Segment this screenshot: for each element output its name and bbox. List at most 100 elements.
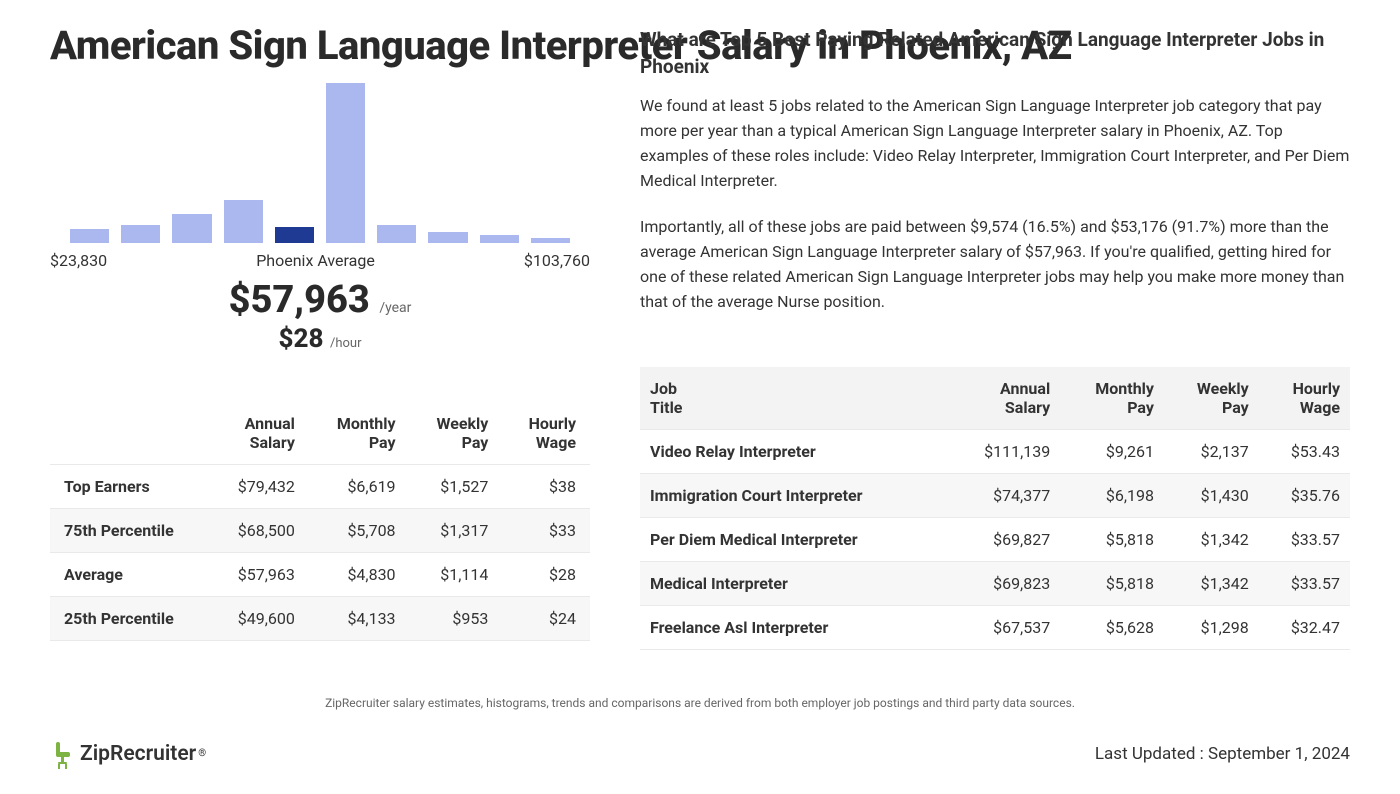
percentile-salary-table: AnnualSalaryMonthlyPayWeeklyPayHourlyWag… <box>50 402 590 641</box>
table-cell: $35.76 <box>1259 473 1350 517</box>
table-cell: $33 <box>502 509 590 553</box>
table-cell: $53.43 <box>1259 429 1350 473</box>
table-cell: $953 <box>410 597 503 641</box>
histogram-bar <box>428 232 467 243</box>
table-cell: 25th Percentile <box>50 597 210 641</box>
table-cell: $28 <box>502 553 590 597</box>
table-cell: $74,377 <box>947 473 1061 517</box>
table-cell: $33.57 <box>1259 561 1350 605</box>
table-cell: $79,432 <box>210 465 309 509</box>
table-cell: $49,600 <box>210 597 309 641</box>
table-cell: $57,963 <box>210 553 309 597</box>
table-row: Medical Interpreter$69,823$5,818$1,342$3… <box>640 561 1350 605</box>
table-header-cell: HourlyWage <box>1259 367 1350 430</box>
table-row: Immigration Court Interpreter$74,377$6,1… <box>640 473 1350 517</box>
histogram-axis: $23,830 Phoenix Average $103,760 <box>50 243 590 270</box>
table-cell: $6,198 <box>1060 473 1164 517</box>
table-cell: $1,430 <box>1164 473 1259 517</box>
axis-mid-label: Phoenix Average <box>107 251 524 270</box>
table-row: Freelance Asl Interpreter$67,537$5,628$1… <box>640 605 1350 649</box>
histogram-bar <box>172 214 211 243</box>
per-year-label: /year <box>379 300 411 316</box>
table-cell: $9,261 <box>1060 429 1164 473</box>
table-header-cell: AnnualSalary <box>210 402 309 465</box>
related-jobs-para1: We found at least 5 jobs related to the … <box>640 94 1350 193</box>
table-cell: $32.47 <box>1259 605 1350 649</box>
table-cell: Freelance Asl Interpreter <box>640 605 947 649</box>
table-header-cell: MonthlyPay <box>309 402 410 465</box>
table-cell: $5,628 <box>1060 605 1164 649</box>
table-header-row: AnnualSalaryMonthlyPayWeeklyPayHourlyWag… <box>50 402 590 465</box>
table-cell: Immigration Court Interpreter <box>640 473 947 517</box>
axis-max-label: $103,760 <box>524 251 590 270</box>
table-cell: $69,827 <box>947 517 1061 561</box>
table-cell: Per Diem Medical Interpreter <box>640 517 947 561</box>
table-cell: $33.57 <box>1259 517 1350 561</box>
left-column: $23,830 Phoenix Average $103,760 $57,963… <box>50 73 590 650</box>
histogram-bar <box>480 235 519 243</box>
average-block: $57,963 /year $28 /hour <box>50 278 590 354</box>
table-header-cell: WeeklyPay <box>410 402 503 465</box>
table-cell: $1,114 <box>410 553 503 597</box>
table-cell: $5,818 <box>1060 561 1164 605</box>
table-row: Top Earners$79,432$6,619$1,527$38 <box>50 465 590 509</box>
avg-annual-value: $57,963 /year <box>50 278 590 322</box>
axis-min-label: $23,830 <box>50 251 107 270</box>
table-row: 25th Percentile$49,600$4,133$953$24 <box>50 597 590 641</box>
brand-logo: ZipRecruiter® <box>50 738 206 770</box>
table-cell: Average <box>50 553 210 597</box>
footer-row: ZipRecruiter® Last Updated : September 1… <box>50 738 1350 794</box>
table-cell: $68,500 <box>210 509 309 553</box>
table-row: Per Diem Medical Interpreter$69,827$5,81… <box>640 517 1350 561</box>
table-cell: Top Earners <box>50 465 210 509</box>
histogram-bar <box>326 83 365 243</box>
last-updated: Last Updated : September 1, 2024 <box>1095 744 1350 764</box>
histogram-bar <box>70 229 109 243</box>
registered-mark: ® <box>198 748 206 759</box>
related-jobs-table: JobTitleAnnualSalaryMonthlyPayWeeklyPayH… <box>640 367 1350 650</box>
table-row: 75th Percentile$68,500$5,708$1,317$33 <box>50 509 590 553</box>
avg-hourly-value: $28 /hour <box>50 324 590 354</box>
right-column: What are Top 5 Best Paying Related Ameri… <box>640 11 1350 650</box>
avg-year-amount: $57,963 <box>229 278 370 322</box>
table-header-cell: MonthlyPay <box>1060 367 1164 430</box>
histogram-bar <box>121 225 160 243</box>
related-jobs-heading: What are Top 5 Best Paying Related Ameri… <box>640 27 1350 80</box>
table-cell: $5,708 <box>309 509 410 553</box>
table-cell: Video Relay Interpreter <box>640 429 947 473</box>
table-cell: $24 <box>502 597 590 641</box>
table-header-cell: WeeklyPay <box>1164 367 1259 430</box>
table-header-cell: HourlyWage <box>502 402 590 465</box>
table-header-cell <box>50 402 210 465</box>
table-cell: $5,818 <box>1060 517 1164 561</box>
table-cell: $1,298 <box>1164 605 1259 649</box>
table-cell: $4,133 <box>309 597 410 641</box>
table-cell: $4,830 <box>309 553 410 597</box>
table-cell: $1,527 <box>410 465 503 509</box>
table-cell: $2,137 <box>1164 429 1259 473</box>
salary-histogram: $23,830 Phoenix Average $103,760 $57,963… <box>50 83 590 354</box>
table-cell: $69,823 <box>947 561 1061 605</box>
data-source-footnote: ZipRecruiter salary estimates, histogram… <box>50 696 1350 710</box>
histogram-bar <box>224 200 263 243</box>
table-row: Video Relay Interpreter$111,139$9,261$2,… <box>640 429 1350 473</box>
table-cell: $1,342 <box>1164 561 1259 605</box>
table-header-cell: JobTitle <box>640 367 947 430</box>
table-cell: $111,139 <box>947 429 1061 473</box>
histogram-bar <box>275 227 314 243</box>
table-cell: 75th Percentile <box>50 509 210 553</box>
related-jobs-para2: Importantly, all of these jobs are paid … <box>640 215 1350 314</box>
table-cell: $1,342 <box>1164 517 1259 561</box>
chair-icon <box>50 738 78 770</box>
table-cell: $67,537 <box>947 605 1061 649</box>
brand-name: ZipRecruiter <box>80 742 196 766</box>
table-cell: $38 <box>502 465 590 509</box>
table-header-row: JobTitleAnnualSalaryMonthlyPayWeeklyPayH… <box>640 367 1350 430</box>
table-row: Average$57,963$4,830$1,114$28 <box>50 553 590 597</box>
table-header-cell: AnnualSalary <box>947 367 1061 430</box>
two-column-layout: $23,830 Phoenix Average $103,760 $57,963… <box>50 73 1350 650</box>
per-hour-label: /hour <box>330 336 362 351</box>
table-cell: $1,317 <box>410 509 503 553</box>
avg-hour-amount: $28 <box>279 324 324 354</box>
table-cell: $6,619 <box>309 465 410 509</box>
